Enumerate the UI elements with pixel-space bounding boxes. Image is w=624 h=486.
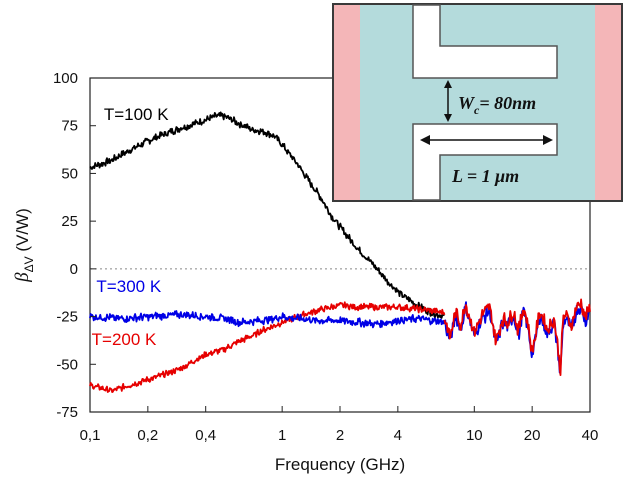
y-tick-label-5: -25: [56, 309, 78, 326]
series-label-1: T=300 K: [96, 277, 161, 296]
y-axis-ticks: 100 75 50 25 0 -25 -50 -75: [53, 70, 96, 421]
y-tick-label-2: 50: [61, 165, 78, 182]
series-line-0: [89, 111, 445, 319]
x-tick-label-3: 1: [278, 427, 286, 444]
inset-schematic: Wc= 80nm L = 1 μm: [332, 3, 623, 202]
series-label-0: T=100 K: [104, 105, 169, 124]
y-axis-title: βΔV (V/W): [12, 208, 36, 283]
x-tick-label-6: 10: [466, 427, 483, 444]
inset-frame: [332, 3, 623, 202]
x-tick-label-8: 40: [582, 427, 599, 444]
inset-right-edge: [595, 5, 621, 200]
x-tick-label-2: 0,4: [195, 427, 216, 444]
x-axis-ticks: 0,1 0,2 0,4 1 2 4 10 20 40: [80, 406, 599, 444]
inset-length-arrowhead-left: [420, 135, 430, 145]
y-tick-label-4: 0: [70, 261, 78, 278]
y-tick-label-6: -50: [56, 356, 78, 373]
series-group: [89, 111, 591, 393]
y-tick-label-0: 100: [53, 70, 78, 87]
series-line-4: [443, 298, 591, 376]
inset-width-label: Wc= 80nm: [458, 93, 536, 117]
x-tick-label-1: 0,2: [137, 427, 158, 444]
inset-top-electrode: [412, 4, 558, 79]
inset-gap-arrowhead-bottom: [444, 114, 452, 122]
series-line-1: [89, 301, 446, 393]
inset-gap-arrowhead-top: [444, 80, 452, 88]
x-tick-label-7: 20: [524, 427, 541, 444]
inset-bottom-electrode: [412, 123, 558, 201]
y-axis-subscript: ΔV: [22, 256, 36, 272]
y-axis-symbol: β: [12, 272, 33, 283]
inset-length-label: L = 1 μm: [451, 166, 519, 186]
y-axis-unit: (V/W): [13, 208, 32, 256]
series-annotations: T=100 K T=300 K T=200 K: [92, 105, 170, 349]
inset-length-arrowhead-right: [543, 135, 553, 145]
x-axis-title: Frequency (GHz): [275, 455, 405, 474]
x-tick-label-4: 2: [336, 427, 344, 444]
y-tick-label-3: 25: [61, 213, 78, 230]
x-tick-label-5: 4: [394, 427, 402, 444]
series-label-2: T=200 K: [92, 330, 157, 349]
x-tick-label-0: 0,1: [80, 427, 101, 444]
series-line-2: [89, 310, 446, 329]
y-tick-label-1: 75: [61, 118, 78, 135]
y-tick-label-7: -75: [56, 404, 78, 421]
inset-left-edge: [334, 5, 360, 200]
